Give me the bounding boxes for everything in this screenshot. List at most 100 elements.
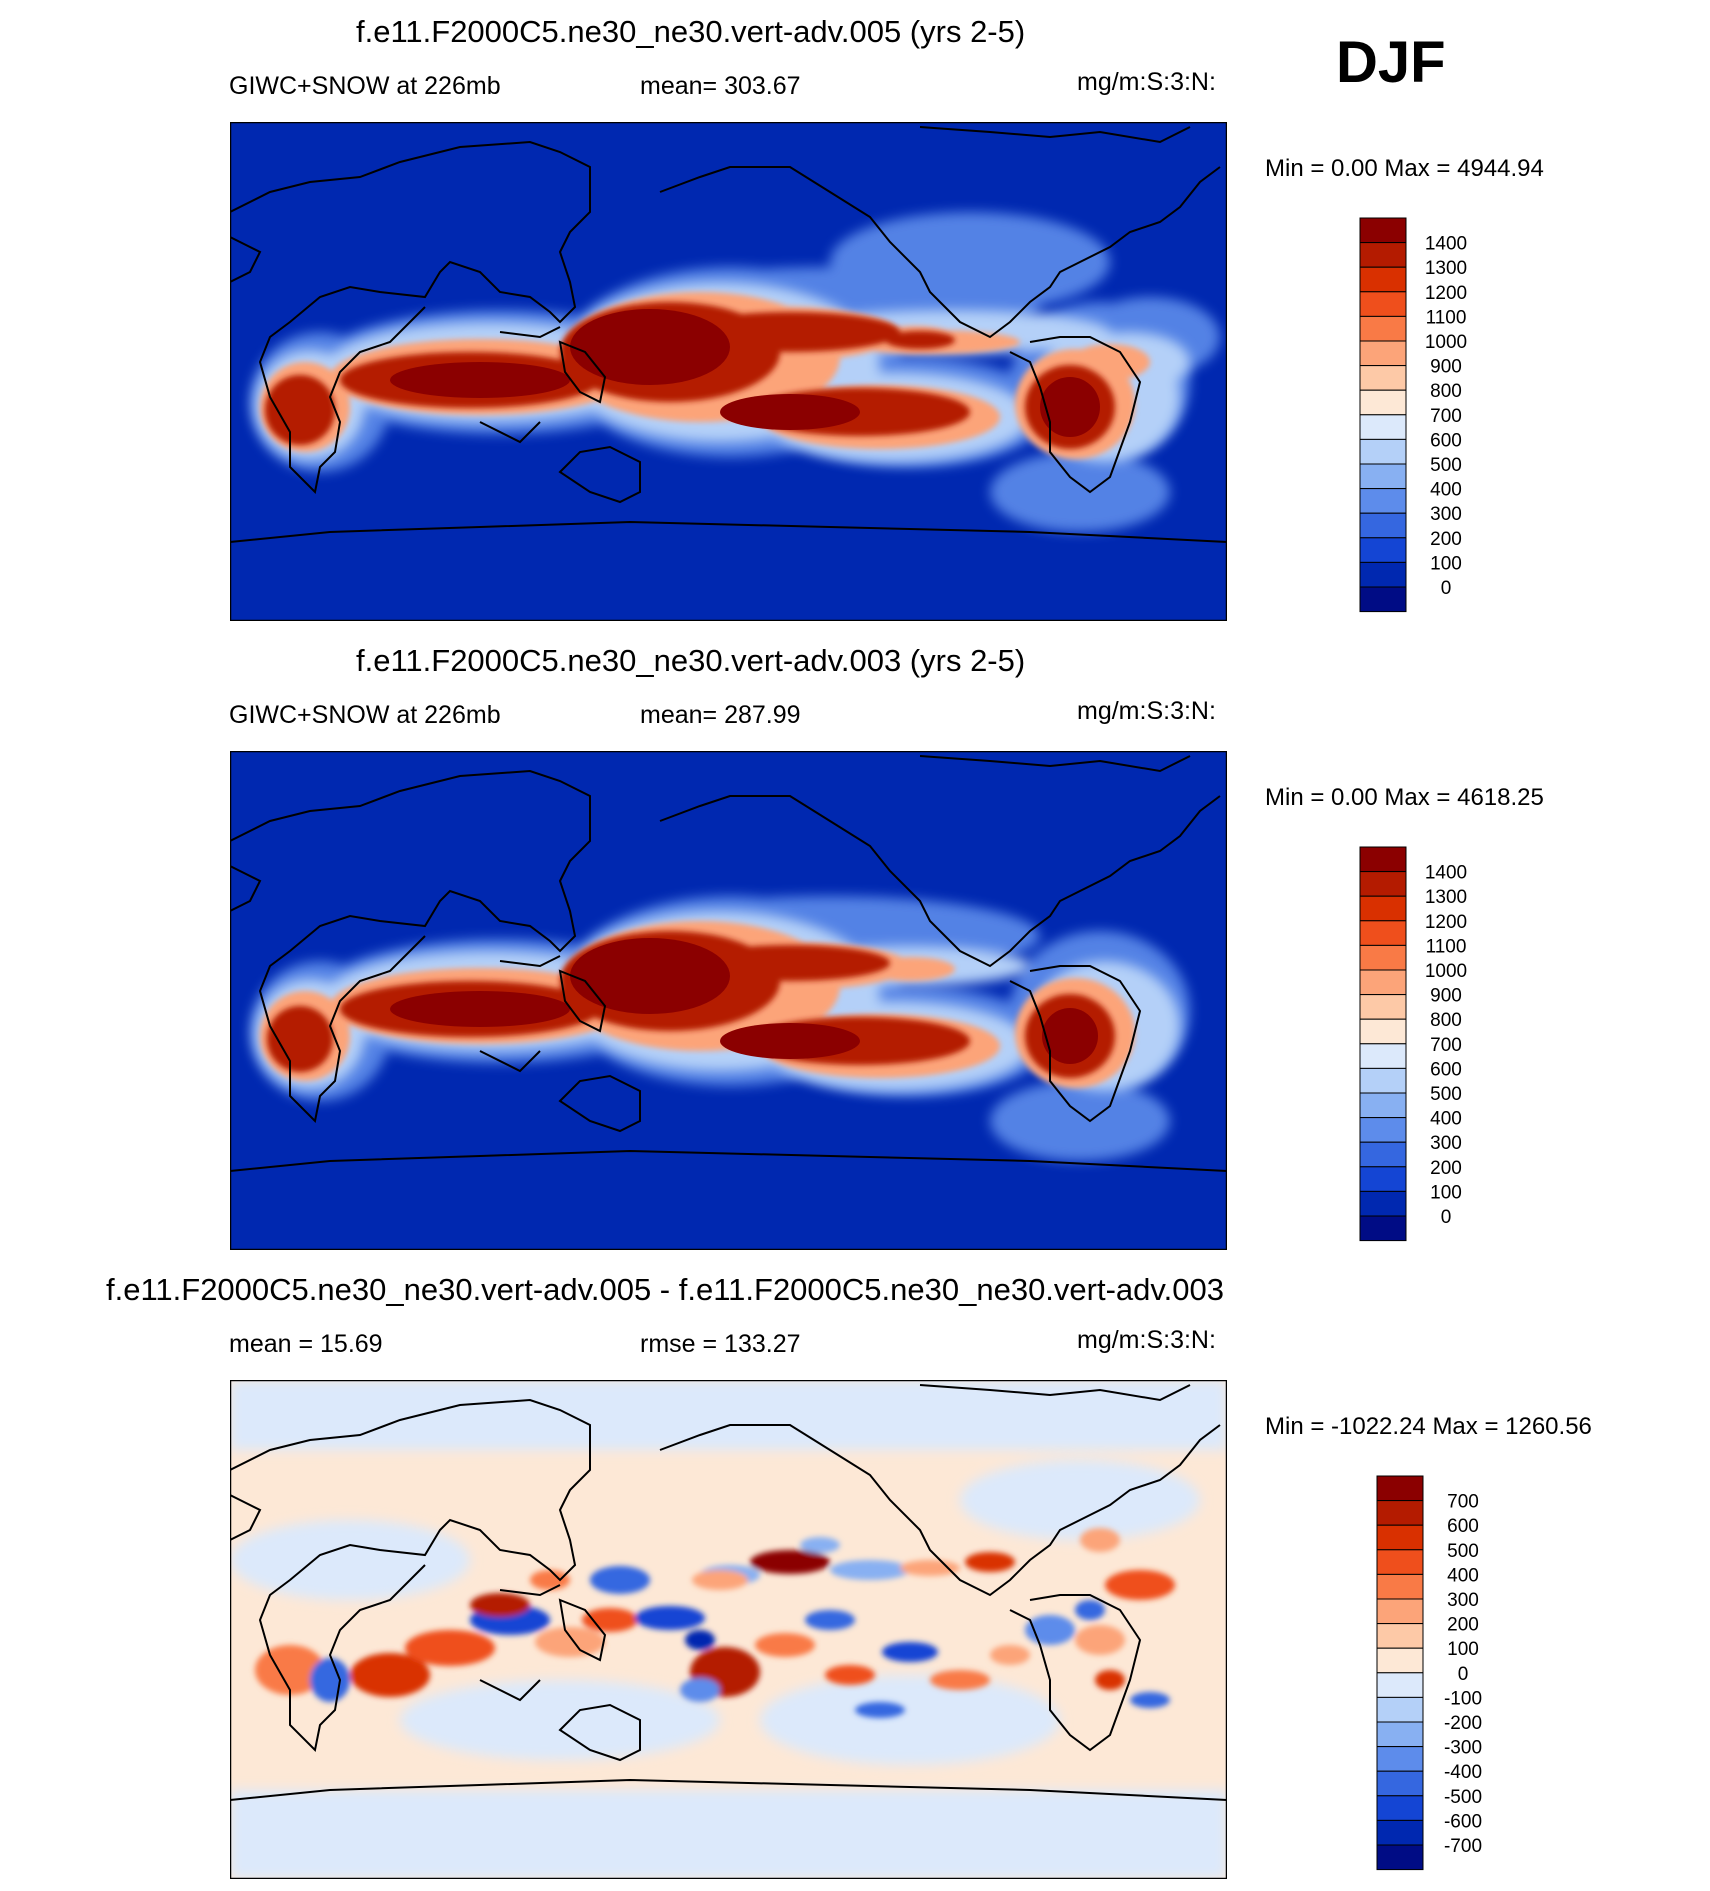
colorbar-swatch	[1376, 1795, 1424, 1821]
panel1-core-field	[390, 309, 1100, 437]
colorbar-tick-label: 0	[1458, 1664, 1469, 1685]
colorbar-swatch	[1359, 365, 1407, 391]
colorbar-swatch	[1359, 1166, 1407, 1192]
panel2-frame	[230, 751, 1227, 1250]
colorbar-tick-label: -300	[1444, 1738, 1482, 1759]
colorbar-swatch	[1376, 1819, 1424, 1846]
colorbar-swatch	[1376, 1696, 1424, 1723]
colorbar-swatch	[1359, 1190, 1407, 1217]
colorbar-tick-label: 1100	[1426, 307, 1467, 328]
panel3-frame	[230, 1380, 1227, 1879]
colorbar-tick-label: 600	[1430, 430, 1462, 451]
panel2-mean-label: mean= 287.99	[640, 701, 801, 729]
colorbar-tick-label: 100	[1447, 1639, 1479, 1660]
colorbar-tick-label: -100	[1444, 1688, 1482, 1709]
colorbar-swatch	[1359, 871, 1407, 897]
panel1-colorbar: 1400 1300 1200 1100 1000 900 800 700 600 500 400 30…	[1359, 217, 1490, 614]
panel3-coastlines	[230, 1384, 1227, 1801]
colorbar-swatch	[1376, 1475, 1424, 1502]
panel3-anomaly-field	[255, 1528, 1175, 1718]
panel2-units-label: mg/m:S:3:N:	[1077, 697, 1216, 725]
colorbar-tick-label: 700	[1447, 1492, 1479, 1513]
colorbar-tick-label: -500	[1444, 1787, 1482, 1808]
panel2-minmax: Min = 0.00 Max = 4618.25	[1265, 784, 1544, 811]
colorbar-tick-label: 400	[1430, 480, 1462, 501]
season-label: DJF	[1336, 30, 1446, 95]
colorbar-tick-label: 1400	[1425, 234, 1467, 255]
panel3-rmse-label: rmse = 133.27	[640, 1330, 801, 1358]
colorbar-swatch	[1359, 1141, 1407, 1168]
colorbar-tick-label: 600	[1447, 1516, 1479, 1537]
colorbar-swatch	[1359, 512, 1407, 539]
colorbar-swatch	[1359, 1018, 1407, 1045]
colorbar-tick-label: 600	[1430, 1059, 1462, 1080]
colorbar-tick-label: 200	[1430, 1158, 1462, 1179]
colorbar-tick-label: 1200	[1425, 912, 1467, 933]
colorbar-swatch	[1359, 586, 1407, 613]
colorbar-swatch	[1359, 1067, 1407, 1094]
colorbar-swatch	[1359, 291, 1407, 317]
colorbar-tick-label: -600	[1444, 1811, 1482, 1832]
colorbar-tick-label: 500	[1447, 1541, 1479, 1562]
colorbar-tick-label: 900	[1430, 986, 1462, 1007]
panel1-mean-label: mean= 303.67	[640, 72, 801, 100]
panel3-title: f.e11.F2000C5.ne30_ne30.vert-adv.005 - f…	[106, 1272, 1224, 1307]
colorbar-tick-label: 1400	[1425, 863, 1467, 884]
colorbar-tick-label: 0	[1441, 1207, 1452, 1228]
colorbar-tick-label: 200	[1430, 529, 1462, 550]
colorbar-tick-label: 500	[1430, 455, 1462, 476]
colorbar-swatch	[1359, 1117, 1407, 1143]
panel1-map	[230, 122, 1227, 621]
colorbar-swatch	[1376, 1598, 1424, 1625]
panel2-variable-label: GIWC+SNOW at 226mb	[229, 701, 501, 729]
colorbar-tick-label: 400	[1447, 1565, 1479, 1586]
colorbar-swatch	[1359, 1092, 1407, 1119]
colorbar-swatch	[1359, 389, 1407, 416]
colorbar-swatch	[1376, 1770, 1424, 1797]
panel3-map	[230, 1380, 1227, 1879]
colorbar-swatch	[1376, 1573, 1424, 1600]
panel3-mean-label: mean = 15.69	[229, 1330, 383, 1358]
colorbar-swatch	[1359, 340, 1407, 367]
colorbar-tick-label: 1200	[1425, 283, 1467, 304]
colorbar-tick-label: 500	[1430, 1084, 1462, 1105]
panel1-frame	[230, 122, 1227, 621]
colorbar-swatch	[1376, 1721, 1424, 1748]
colorbar-tick-label: 700	[1430, 1035, 1462, 1056]
panel3-minmax: Min = -1022.24 Max = 1260.56	[1265, 1413, 1592, 1440]
colorbar-tick-label: 1300	[1425, 887, 1467, 908]
colorbar-swatch	[1359, 414, 1407, 440]
colorbar-swatch	[1359, 242, 1407, 268]
panel2-core-field	[390, 938, 1098, 1064]
colorbar-swatch	[1359, 920, 1407, 946]
colorbar-tick-label: 300	[1447, 1590, 1479, 1611]
colorbar-tick-label: 300	[1430, 1133, 1462, 1154]
colorbar-tick-label: 0	[1441, 578, 1452, 599]
colorbar-tick-label: 1300	[1425, 258, 1467, 279]
colorbar-swatch	[1359, 1043, 1407, 1069]
colorbar-swatch	[1359, 895, 1407, 922]
colorbar-tick-label: 800	[1430, 1010, 1462, 1031]
colorbar-swatch	[1359, 217, 1407, 244]
colorbar-tick-label: 900	[1430, 357, 1462, 378]
colorbar-tick-label: 800	[1430, 381, 1462, 402]
colorbar-tick-label: 700	[1430, 406, 1462, 427]
colorbar-swatch	[1359, 1215, 1407, 1242]
colorbar-tick-label: 1000	[1425, 332, 1467, 353]
colorbar-swatch	[1359, 561, 1407, 588]
panel3-colorbar: 700 600 500 400 300 200 100 0 -100 -200 -300 -400 -5…	[1376, 1475, 1507, 1872]
colorbar-swatch	[1359, 969, 1407, 996]
panel1-variable-label: GIWC+SNOW at 226mb	[229, 72, 501, 100]
colorbar-swatch	[1359, 994, 1407, 1020]
colorbar-tick-label: 400	[1430, 1109, 1462, 1130]
colorbar-swatch	[1376, 1844, 1424, 1871]
colorbar-tick-label: -200	[1444, 1713, 1482, 1734]
colorbar-swatch	[1359, 266, 1407, 293]
colorbar-tick-label: 100	[1430, 1182, 1462, 1203]
colorbar-swatch	[1359, 846, 1407, 873]
colorbar-tick-label: 1000	[1425, 961, 1467, 982]
colorbar-swatch	[1376, 1549, 1424, 1575]
colorbar-tick-label: 300	[1430, 504, 1462, 525]
colorbar-swatch	[1376, 1672, 1424, 1698]
panel2-map	[230, 751, 1227, 1250]
